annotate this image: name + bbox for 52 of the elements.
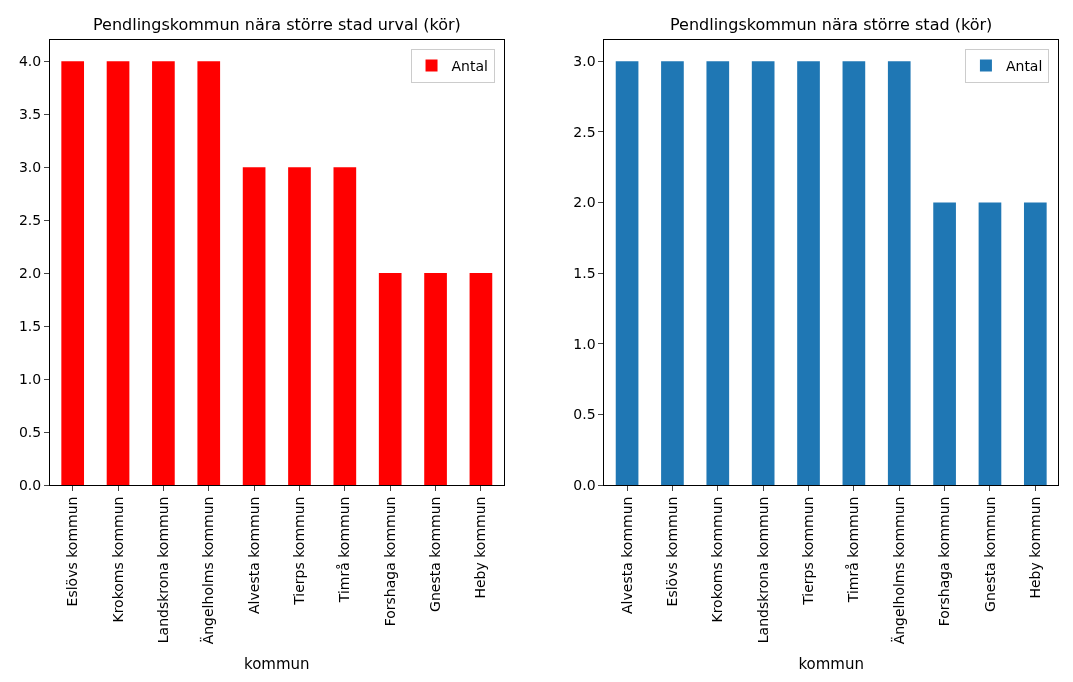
bar [378,273,402,485]
chart-title: Pendlingskommun nära större stad urval (kör) [93,15,461,34]
legend-label: Antal [1005,57,1043,74]
bar [288,167,311,485]
x-tick-label: Eslövs kommun [64,496,81,607]
x-tick-label: Timrå kommun [336,496,353,604]
chart-title: Pendlingskommun nära större stad (kör) [670,15,993,34]
y-tick-label: 2.5 [18,212,42,229]
x-tick-label: Ängelholms kommun [889,496,907,645]
y-tick-label: 1.0 [573,335,596,352]
x-tick-label: Krokoms kommun [709,496,726,623]
x-tick-label: Ängelholms kommun [199,496,217,645]
bar [197,61,221,485]
x-tick-label: Landskrona kommun [154,496,171,644]
x-tick-label: Gnesta kommun [427,496,444,612]
x-tick-label: Landskrona kommun [754,496,771,644]
bar [106,61,130,485]
bar [424,273,447,485]
y-tick-label: 3.0 [573,53,596,70]
y-tick-label: 0.5 [18,423,42,440]
x-tick-label: Eslövs kommun [663,496,680,607]
x-tick-label: Forshaga kommun [936,496,953,627]
y-tick-label: 4.0 [18,53,42,70]
y-tick-label: 1.5 [18,317,42,334]
x-axis-title: kommun [244,655,310,674]
y-tick-label: 3.5 [18,106,42,123]
y-tick-label: 2.0 [573,194,596,211]
x-tick-label: Timrå kommun [845,496,862,604]
bar [242,167,266,485]
x-tick-label: Krokoms kommun [109,496,126,623]
bar [469,273,493,485]
x-tick-label: Tierps kommun [291,496,308,606]
y-tick-label: 0.0 [18,476,42,493]
x-tick-label: Heby kommun [1026,496,1043,599]
y-tick-label: 1.0 [18,370,42,387]
y-tick-label: 1.5 [573,265,596,281]
x-tick-label: Forshaga kommun [381,496,398,627]
y-tick-label: 0.5 [573,406,596,423]
legend-label: Antal [451,57,488,74]
x-axis-title: kommun [798,655,864,674]
x-tick-label: Alvesta kommun [245,496,262,614]
x-tick-label: Heby kommun [472,496,489,599]
x-tick-label: Tierps kommun [800,496,817,606]
x-tick-label: Gnesta kommun [981,496,998,612]
bar [333,167,357,485]
bar [61,61,85,485]
y-tick-label: 2.5 [573,123,596,140]
x-tick-label: Alvesta kommun [618,496,635,614]
bar [152,61,175,485]
y-tick-label: 2.0 [18,265,42,281]
y-tick-label: 3.0 [18,159,42,176]
y-tick-label: 0.0 [573,476,596,493]
